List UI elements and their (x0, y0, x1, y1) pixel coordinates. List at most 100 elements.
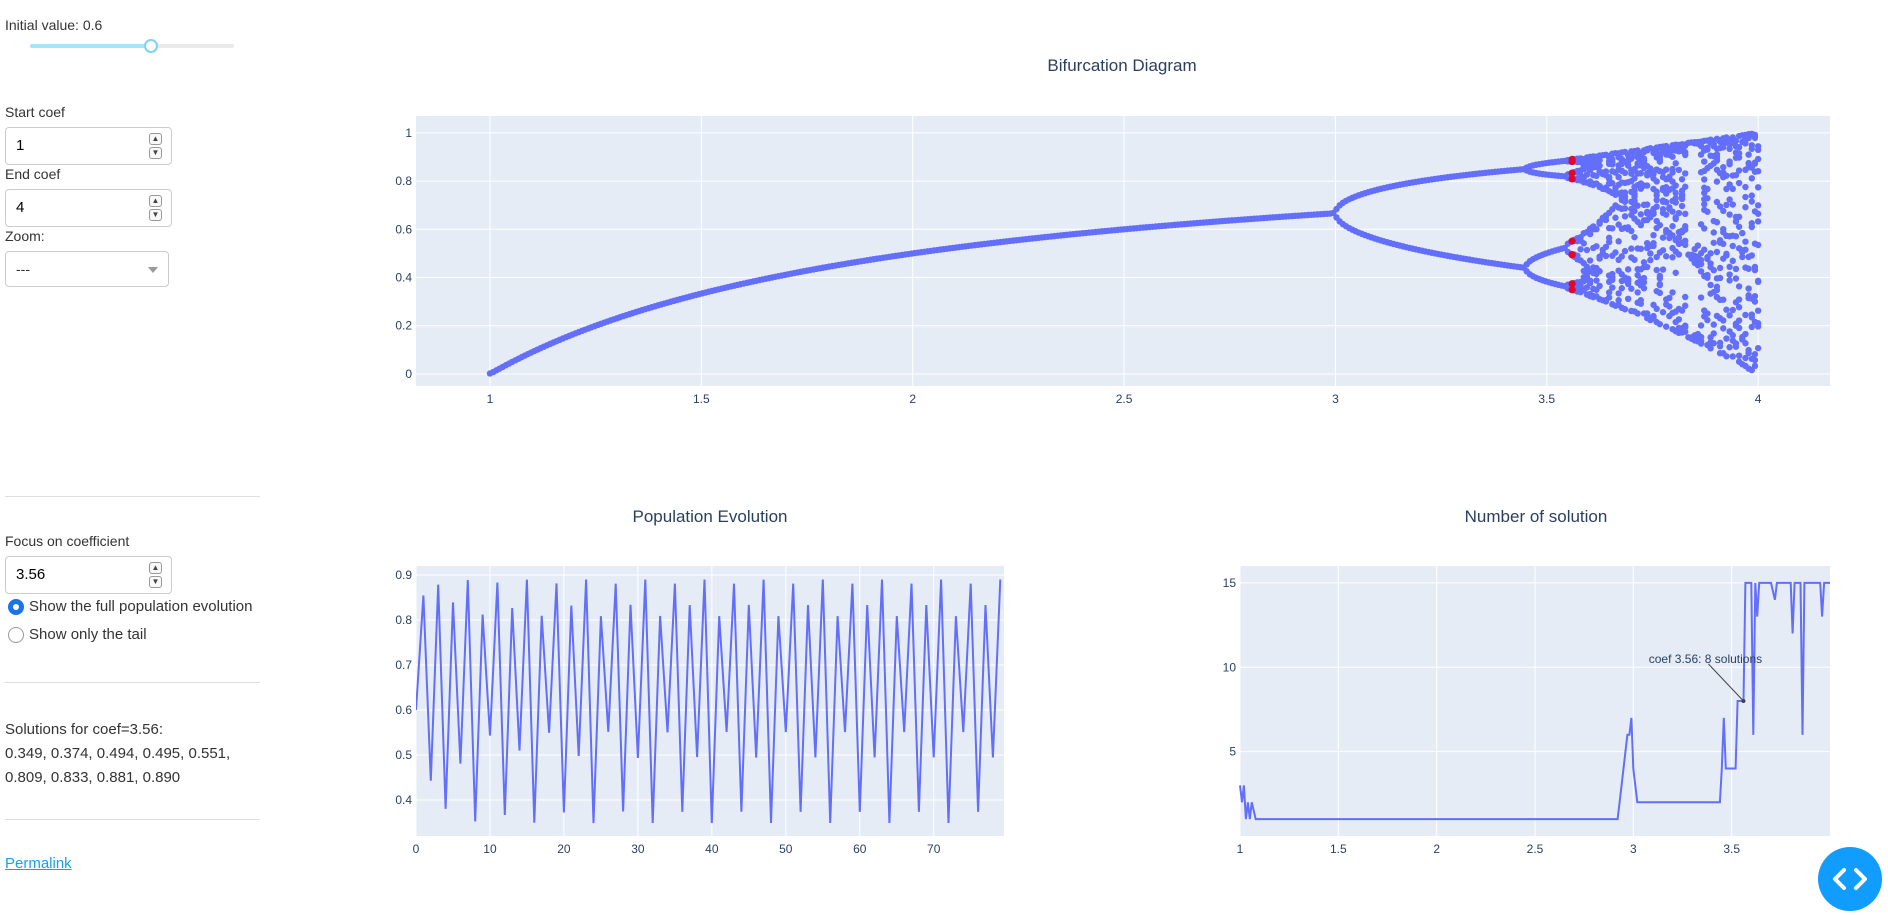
permalink-link[interactable]: Permalink (5, 855, 72, 872)
pop-x-tick-label: 30 (631, 842, 645, 856)
pop-x-tick-label: 60 (853, 842, 867, 856)
bifurcation-point (1754, 146, 1762, 154)
bifurcation-point (1735, 296, 1743, 303)
bifurcation-point (1586, 277, 1594, 284)
end-coef-input[interactable]: 4 ▲ ▼ (5, 189, 172, 227)
bifurcation-point (1707, 281, 1714, 289)
start-coef-input[interactable]: 1 ▲ ▼ (5, 127, 172, 165)
bifurcation-point (1748, 252, 1755, 259)
bifurcation-point (1742, 193, 1749, 201)
bifurcation-point (1631, 187, 1638, 194)
bifurcation-point (1612, 214, 1619, 221)
bifurcation-point (1742, 204, 1749, 211)
bifurcation-point (1745, 346, 1752, 354)
chevron-down-icon[interactable]: ▼ (149, 209, 162, 221)
population-title: Population Evolution (632, 507, 788, 526)
bifurcation-point (1669, 223, 1676, 230)
bifurcation-point (1586, 230, 1594, 238)
bifurcation-point (1593, 226, 1600, 233)
bifurcation-point (1647, 256, 1654, 264)
bifurcation-point (1704, 146, 1711, 153)
divider (5, 819, 260, 820)
bifurcation-point (1732, 343, 1740, 350)
bifurcation-point (1726, 312, 1733, 319)
bifurcation-point (1628, 245, 1635, 252)
pop-y-tick-label: 0.9 (395, 568, 412, 582)
bifurcation-point (1720, 317, 1727, 324)
chevron-up-icon[interactable]: ▲ (149, 195, 162, 207)
zoom-selected-value: --- (16, 261, 30, 277)
radio-button-selected[interactable] (8, 598, 24, 615)
bif-x-tick-label: 3.5 (1538, 392, 1555, 406)
bifurcation-point (1621, 189, 1629, 196)
zoom-dropdown[interactable]: --- (5, 251, 169, 287)
solutions-line-2: 0.809, 0.833, 0.881, 0.890 (5, 769, 181, 786)
bifurcation-point (1596, 282, 1603, 290)
bifurcation-point (1682, 170, 1689, 177)
annotation-point (1741, 699, 1746, 703)
chevron-up-icon[interactable]: ▲ (149, 562, 162, 574)
radio-full-label: Show the full population evolution (29, 598, 253, 615)
bifurcation-point (1732, 275, 1740, 282)
pop-x-tick-label: 20 (557, 842, 571, 856)
code-toggle-button[interactable] (1818, 847, 1882, 911)
bifurcation-point (1640, 155, 1648, 162)
bifurcation-point (1720, 325, 1727, 332)
bifurcation-point (1701, 176, 1708, 183)
initial-value-slider-track[interactable] (30, 44, 151, 48)
chevron-up-icon[interactable]: ▲ (149, 133, 162, 145)
caret-down-icon[interactable] (148, 267, 158, 273)
bifurcation-point (1735, 324, 1743, 332)
bifurcation-point (1669, 153, 1676, 160)
bifurcation-point (1678, 195, 1686, 203)
bifurcation-point (1596, 157, 1603, 164)
focus-coef-input[interactable]: 3.56 ▲ ▼ (5, 556, 172, 594)
bifurcation-point (1726, 211, 1733, 218)
bifurcation-point (1745, 265, 1752, 272)
bifurcation-point (1713, 248, 1721, 256)
bifurcation-point (1653, 178, 1660, 185)
bifurcation-point (1605, 294, 1613, 301)
bifurcation-point (1618, 253, 1626, 260)
bif-y-tick-label: 1 (405, 126, 412, 140)
bifurcation-point (1624, 266, 1632, 273)
bifurcation-point (1723, 172, 1730, 179)
bifurcation-point (1672, 160, 1679, 167)
bifurcation-point (1662, 253, 1670, 260)
radio-button[interactable] (8, 626, 24, 643)
bifurcation-point (1735, 283, 1743, 290)
radio-full-evolution[interactable]: Show the full population evolution (8, 598, 253, 615)
highlight-point (1568, 237, 1576, 245)
bifurcation-point (1621, 247, 1629, 255)
bifurcation-point (1704, 185, 1711, 193)
radio-tail-only[interactable]: Show only the tail (8, 626, 147, 643)
bifurcation-point (1723, 250, 1730, 258)
bifurcation-point (1631, 207, 1638, 215)
bifurcation-point (1745, 285, 1752, 292)
chevron-down-icon[interactable]: ▼ (149, 147, 162, 159)
bifurcation-point (1735, 223, 1743, 230)
chevron-down-icon[interactable]: ▼ (149, 576, 162, 588)
bifurcation-point (1672, 199, 1679, 206)
bifurcation-point (1751, 266, 1759, 274)
bifurcation-point (1669, 208, 1676, 215)
focus-coef-spinner[interactable]: ▲ ▼ (149, 562, 163, 588)
bifurcation-point (1713, 178, 1721, 185)
bifurcation-point (1669, 289, 1676, 296)
nsol-x-tick-label: 1.5 (1330, 842, 1347, 856)
bifurcation-point (1615, 238, 1622, 245)
bifurcation-point (1650, 210, 1657, 218)
bifurcation-point (1596, 255, 1603, 262)
bifurcation-point (1723, 306, 1730, 313)
bifurcation-point (1656, 221, 1664, 229)
initial-value-slider-handle[interactable] (143, 39, 158, 53)
start-coef-spinner[interactable]: ▲ ▼ (149, 133, 163, 159)
end-coef-spinner[interactable]: ▲ ▼ (149, 195, 163, 221)
bifurcation-point (1710, 266, 1717, 274)
bifurcation-point (1745, 159, 1752, 167)
bifurcation-point (1609, 161, 1616, 168)
bifurcation-point (1672, 189, 1679, 197)
bifurcation-point (1710, 239, 1717, 246)
bifurcation-point (1720, 144, 1727, 151)
